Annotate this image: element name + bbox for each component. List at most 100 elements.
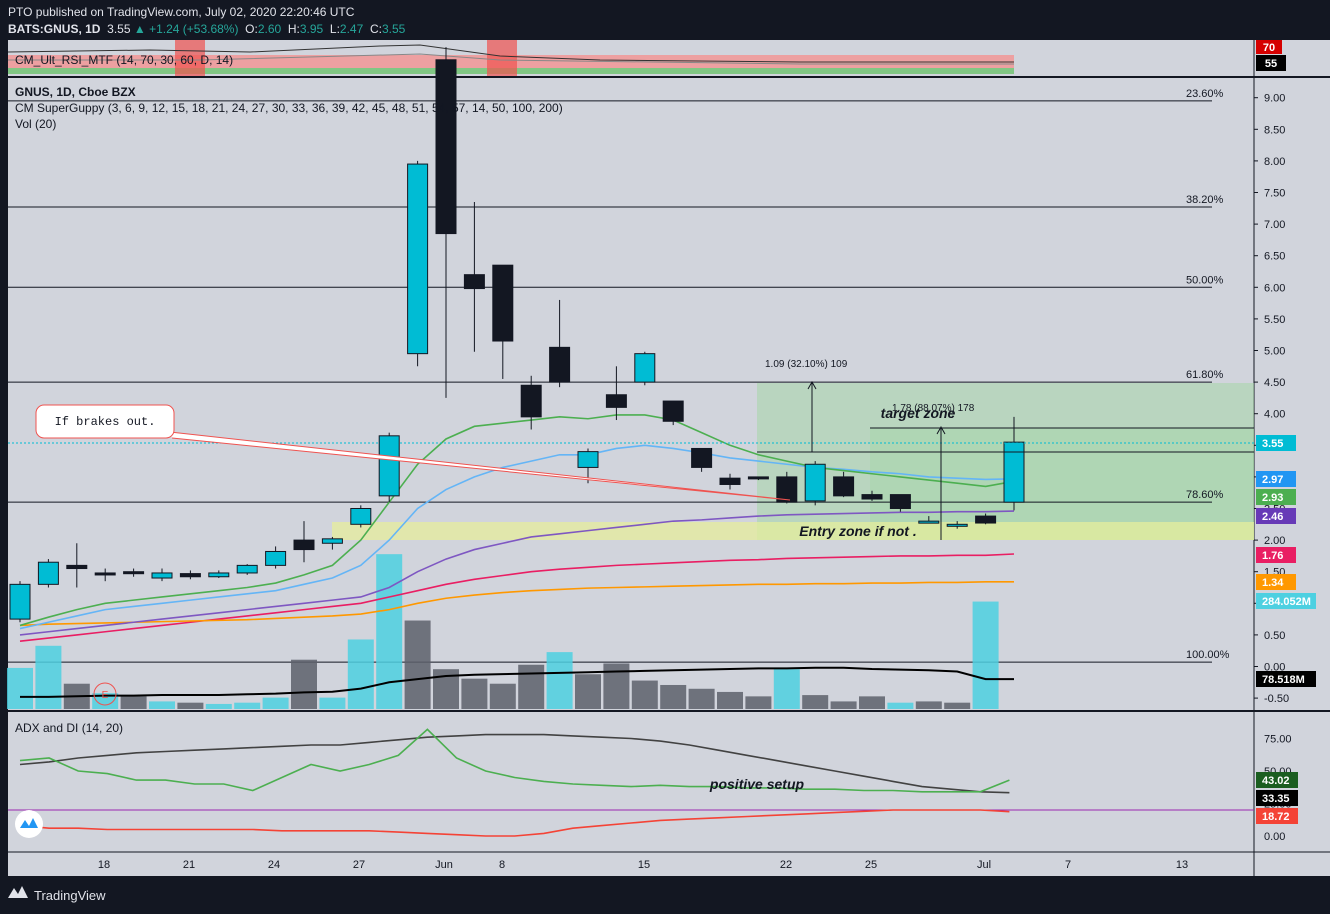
volume-bar (177, 702, 204, 709)
adx-label-bg (1256, 808, 1298, 824)
time-tick-label: 13 (1176, 859, 1188, 871)
footer-brand: TradingView (34, 888, 106, 903)
candle-body (179, 573, 201, 578)
candle-body (577, 451, 599, 468)
volume-bar (291, 659, 317, 709)
volume-bar (7, 667, 33, 709)
volume-bar (262, 697, 289, 709)
volume-bar (802, 695, 829, 709)
price-label-bg (1256, 574, 1296, 590)
di-plus-line (19, 728, 1010, 793)
price-label: 1.76 (1262, 550, 1283, 562)
price-label-bg (1256, 547, 1296, 563)
candle-body (747, 476, 769, 480)
volume-bar (745, 696, 772, 709)
candle-body (407, 163, 429, 355)
time-tick-label: 22 (780, 859, 792, 871)
volume-bar (830, 701, 857, 709)
candle-body (435, 59, 457, 235)
open-label: O: (245, 22, 258, 36)
candle-body (1003, 441, 1025, 503)
price-label-bg (1256, 489, 1296, 505)
volume-bar (773, 669, 800, 709)
price-change: +1.24 (+53.68%) (149, 22, 239, 36)
fib-label: 78.60% (1186, 489, 1224, 501)
candle-body (265, 550, 287, 566)
adx-annotation: positive setup (709, 776, 805, 792)
tradingview-pane-icon[interactable] (15, 810, 43, 838)
volume-bar (319, 697, 346, 709)
symbol-name[interactable]: BATS:GNUS, 1D (8, 22, 101, 36)
time-tick-label: 27 (353, 859, 365, 871)
volume-bar (489, 683, 516, 709)
close-label: C: (369, 22, 382, 36)
volume-bar (887, 702, 914, 709)
price-label-bg (1256, 508, 1296, 524)
adx-line (19, 733, 1010, 794)
price-tick-label: 9.00 (1264, 93, 1285, 105)
candle-body (321, 538, 343, 544)
callout-box[interactable] (35, 404, 175, 439)
adx-label-bg (1256, 790, 1298, 806)
fib-label: 38.20% (1186, 194, 1224, 206)
publish-info: PTO published on TradingView.com, July 0… (8, 5, 355, 19)
volume-bar (546, 652, 573, 709)
low-label: L: (329, 22, 340, 36)
price-chart[interactable]: CM_Ult_RSI_MTF (14, 70, 30, 60, D, 14) 7… (0, 40, 1330, 876)
earnings-marker[interactable] (93, 682, 117, 706)
time-tick-label: Jul (977, 859, 991, 871)
time-tick-label: 8 (499, 859, 505, 871)
price-tick-label: 5.00 (1264, 346, 1285, 358)
ema-slow-line (19, 414, 1015, 627)
chart-header: PTO published on TradingView.com, July 0… (0, 0, 1330, 40)
volume-bar (717, 691, 743, 709)
volume-bar (575, 674, 601, 709)
di-minus-line (19, 809, 1010, 837)
candle-body (492, 264, 514, 342)
candle-body (94, 572, 116, 576)
time-axis-bg (8, 852, 1254, 876)
measure-label-1: 1.09 (32.10%) 109 (765, 359, 848, 370)
adx-title: ADX and DI (14, 20) (15, 721, 123, 735)
candle-body (605, 394, 627, 408)
fib-label: 50.00% (1186, 274, 1224, 286)
volume-bar (688, 688, 715, 709)
open-value: 2.60 (257, 22, 282, 36)
price-label-bg (1256, 671, 1316, 687)
volume-bar (518, 664, 545, 709)
up-arrow-icon: ▲ (133, 22, 146, 36)
ema-fast-line (19, 444, 1015, 630)
price-label: 2.93 (1262, 492, 1283, 504)
candle-body (9, 583, 31, 620)
volume-bar (149, 701, 175, 709)
volume-bar (915, 701, 942, 709)
candle-body (889, 494, 911, 510)
price-label-bg (1256, 435, 1296, 451)
time-tick-label: 15 (638, 859, 650, 871)
target-zone-label: target zone (881, 405, 956, 421)
adx-tick-label: 0.00 (1264, 831, 1285, 843)
price-tick-label: 6.00 (1264, 282, 1285, 294)
candle-body (833, 476, 855, 497)
candle-body (37, 561, 59, 585)
price-tick-label: 0.50 (1264, 630, 1285, 642)
rsi-badge-bottom: 55 (1265, 58, 1277, 70)
candle-body (66, 564, 88, 570)
price-tick-label: 8.00 (1264, 156, 1285, 168)
main-title: GNUS, 1D, Cboe BZX (15, 85, 136, 99)
candle-body (208, 572, 230, 578)
price-tick-label: 6.50 (1264, 251, 1285, 263)
candle-body (463, 274, 485, 290)
time-tick-label: Jun (435, 859, 453, 871)
price-label: 2.46 (1262, 511, 1283, 523)
tradingview-logo-icon (8, 886, 28, 898)
symbol-info: BATS:GNUS, 1D 3.55 ▲ +1.24 (+53.68%) O:2… (8, 22, 405, 36)
time-tick-label: 24 (268, 859, 280, 871)
rsi-badge-top: 70 (1263, 42, 1275, 54)
candle-body (123, 571, 145, 575)
candle-body (691, 447, 713, 468)
volume-ma-line (20, 666, 1014, 698)
vol-title: Vol (20) (15, 117, 56, 131)
candle-body (520, 384, 542, 418)
earnings-marker-text: E (102, 690, 109, 701)
